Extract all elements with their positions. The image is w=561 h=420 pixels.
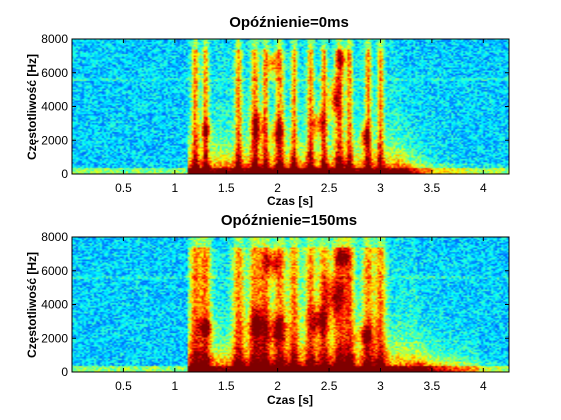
y-tick-label: 6000 [41,264,68,278]
y-axis-label-bottom: Częstotliwość [Hz] [25,252,39,358]
x-tick-label: 3.5 [424,181,441,195]
y-axis-label-top: Częstotliwość [Hz] [25,54,39,160]
x-tick-label: 0.5 [115,379,132,393]
spectrogram-panel-bottom: Opóźnienie=150ms 0.5 1 1.5 2 2.5 3 3.5 4 0 2000 4… [25,212,510,407]
x-ticks-top: 0.5 1 1.5 2 2.5 3 3.5 4 [115,39,487,195]
x-tick-label: 2 [274,181,281,195]
y-tick-label: 6000 [41,66,68,80]
x-axis-label-top: Czas [s] [267,194,313,208]
x-ticks-bottom: 0.5 1 1.5 2 2.5 3 3.5 4 [115,237,487,393]
chart-title-bottom: Opóźnienie=150ms [221,212,357,229]
y-tick-label: 8000 [41,230,68,244]
y-tick-label: 8000 [41,32,68,46]
y-ticks-bottom: 0 2000 4000 6000 8000 [41,230,509,379]
x-tick-label: 3 [377,181,384,195]
chart-title-top: Opóźnienie=0ms [229,14,349,31]
x-tick-label: 1 [171,379,178,393]
y-ticks-top: 0 2000 4000 6000 8000 [41,32,509,181]
x-tick-label: 3 [377,379,384,393]
x-tick-label: 1.5 [218,379,235,393]
y-tick-label: 4000 [41,298,68,312]
x-tick-label: 0.5 [115,181,132,195]
x-tick-label: 1.5 [218,181,235,195]
spectrogram-image-top [72,39,509,174]
x-tick-label: 4 [480,181,487,195]
x-axis-label-bottom: Czas [s] [267,393,313,407]
spectrogram-panel-top: Opóźnienie=0ms 0.5 1 1.5 2 2.5 3 3.5 4 0 2000 400… [25,14,510,208]
x-tick-label: 2 [274,379,281,393]
y-tick-label: 4000 [41,100,68,114]
x-tick-label: 4 [480,379,487,393]
x-tick-label: 2.5 [321,181,338,195]
spectrogram-image-bottom [72,237,509,372]
y-tick-label: 2000 [41,331,68,345]
x-tick-label: 3.5 [424,379,441,393]
y-tick-label: 0 [61,167,68,181]
x-tick-label: 1 [171,181,178,195]
y-tick-label: 2000 [41,133,68,147]
y-tick-label: 0 [61,365,68,379]
x-tick-label: 2.5 [321,379,338,393]
